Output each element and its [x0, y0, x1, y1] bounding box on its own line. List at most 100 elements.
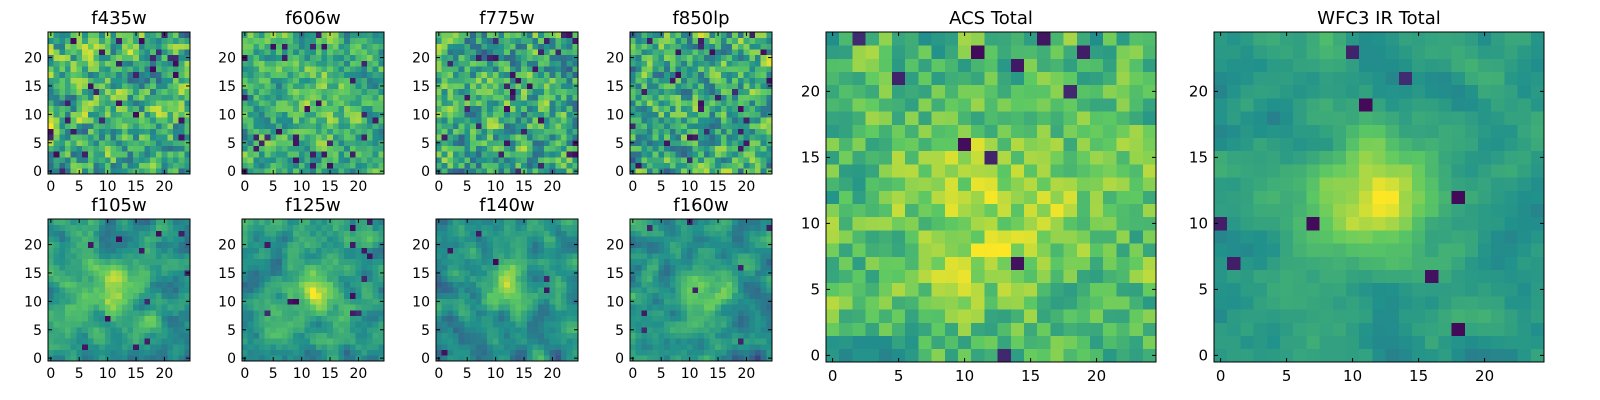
heatmap-cell: [93, 77, 100, 84]
heatmap-cell: [732, 117, 739, 124]
heatmap-cell: [242, 71, 249, 78]
heatmap-cell: [287, 60, 294, 67]
heatmap-cell: [543, 355, 550, 362]
heatmap-cell: [242, 88, 249, 95]
heatmap-cell: [270, 77, 277, 84]
heatmap-cell: [749, 145, 756, 152]
heatmap-cell: [116, 281, 123, 288]
heatmap-cell: [641, 298, 648, 305]
heatmap-cell: [99, 100, 106, 107]
heatmap-cell: [133, 83, 140, 90]
heatmap-cell: [259, 338, 266, 345]
heatmap-cell: [475, 332, 482, 339]
heatmap-cell: [133, 100, 140, 107]
heatmap-cell: [349, 71, 356, 78]
heatmap-cell: [76, 292, 83, 299]
heatmap-cell: [481, 298, 488, 305]
heatmap-cell: [664, 281, 671, 288]
heatmap-cell: [264, 117, 271, 124]
heatmap-cell: [566, 60, 573, 67]
heatmap-cell: [560, 37, 568, 44]
heatmap-cell: [487, 122, 494, 129]
heatmap-cell: [538, 338, 545, 345]
x-tick-label: 20: [350, 179, 368, 195]
heatmap-cell: [144, 111, 151, 118]
heatmap-cell: [65, 117, 72, 124]
heatmap-cell: [65, 349, 72, 356]
heatmap-cell: [161, 326, 168, 333]
heatmap-cell: [310, 43, 317, 50]
heatmap-cell: [310, 128, 317, 135]
heatmap-cell: [253, 338, 260, 345]
heatmap-cell: [475, 247, 482, 254]
heatmap-cell: [150, 32, 157, 39]
heatmap-cell: [464, 349, 471, 356]
heatmap-cell: [538, 49, 545, 56]
heatmap-cell: [658, 270, 665, 277]
heatmap-cell: [509, 304, 516, 311]
heatmap-cell: [515, 94, 522, 101]
heatmap-cell: [167, 77, 174, 84]
heatmap-cell: [630, 292, 637, 299]
heatmap-cell: [647, 275, 654, 282]
heatmap-cell: [104, 71, 111, 78]
heatmap-cell: [76, 100, 83, 107]
y-tick-label: 5: [421, 136, 430, 152]
heatmap-cell: [692, 66, 699, 73]
heatmap-cell: [366, 343, 374, 351]
heatmap-cell: [99, 258, 106, 265]
heatmap-cell: [242, 304, 249, 311]
heatmap-cell: [247, 338, 254, 345]
heatmap-cell: [82, 219, 89, 226]
heatmap-cell: [178, 264, 185, 271]
heatmap-cell: [526, 100, 533, 107]
heatmap-cell: [504, 168, 511, 175]
heatmap-cell: [315, 241, 322, 248]
heatmap-cell: [99, 236, 106, 243]
heatmap-cell: [298, 60, 305, 67]
heatmap-cell: [715, 43, 722, 50]
heatmap-cell: [378, 100, 385, 107]
heatmap-cell: [355, 122, 362, 129]
heatmap-cell: [458, 315, 465, 322]
heatmap-cell: [635, 60, 642, 67]
y-tick-label: 10: [24, 294, 42, 310]
heatmap-cell: [504, 224, 511, 231]
x-tick-label: 10: [99, 179, 117, 195]
heatmap-cell: [127, 258, 134, 265]
heatmap-cell: [509, 54, 516, 61]
heatmap-cell: [560, 54, 568, 61]
heatmap-cell: [344, 230, 351, 237]
heatmap-cell: [470, 309, 477, 316]
heatmap-cell: [436, 122, 443, 129]
heatmap-cell: [304, 230, 311, 237]
heatmap-cell: [760, 100, 767, 107]
heatmap-cell: [82, 292, 89, 299]
heatmap-cell: [470, 338, 477, 345]
heatmap-cell: [464, 304, 471, 311]
heatmap-cell: [150, 236, 157, 243]
heatmap-cell: [349, 343, 356, 351]
heatmap-cell: [321, 66, 328, 73]
heatmap-cell: [332, 326, 339, 333]
heatmap-cell: [327, 281, 334, 288]
heatmap-cell: [504, 326, 511, 333]
heatmap-cell: [458, 304, 465, 311]
heatmap-cell: [127, 304, 134, 311]
heatmap-cell: [566, 343, 573, 351]
heatmap-cell: [110, 71, 117, 78]
heatmap-cell: [630, 162, 637, 169]
heatmap-cell: [470, 139, 477, 146]
heatmap-cell: [635, 304, 642, 311]
heatmap-cell: [515, 37, 522, 44]
heatmap-cell: [487, 151, 494, 158]
heatmap-cell: [669, 349, 676, 356]
heatmap-cell: [121, 117, 128, 124]
heatmap-cell: [464, 156, 471, 164]
heatmap-cell: [647, 117, 654, 124]
heatmap-cell: [555, 236, 562, 243]
heatmap-cell: [82, 105, 89, 112]
y-tick-label: 5: [227, 323, 236, 339]
heatmap-cell: [475, 162, 482, 169]
